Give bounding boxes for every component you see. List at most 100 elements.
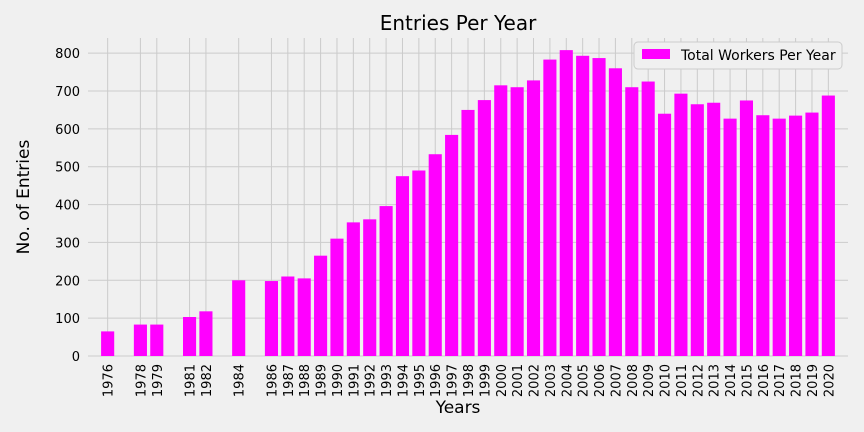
x-tick-label: 1981 [184,364,199,397]
bar [805,112,819,356]
x-tick-label: 1988 [298,364,313,397]
x-tick-label: 1998 [462,364,477,397]
y-tick-label: 300 [55,236,80,251]
x-tick-label: 1979 [151,364,166,397]
bar [395,176,410,356]
bars [101,50,835,357]
bar [379,206,393,356]
bar [576,55,590,357]
x-tick-label: 2001 [511,364,526,397]
bar [477,100,491,356]
x-tick-label: 2007 [609,364,624,397]
bar [183,317,197,356]
bar [363,219,377,356]
bar [150,324,164,356]
x-tick-label: 1984 [233,364,248,397]
bar [412,170,426,356]
x-tick-labels: 1976 1978 1979 1981 1982 1984 1986 1987 1988 1989… [102,364,838,397]
x-tick-label: 1999 [478,364,493,397]
x-tick-label: 1997 [446,364,461,397]
x-tick-label: 2002 [528,364,543,397]
chart-title: Entries Per Year [380,11,537,35]
bar [199,311,213,356]
bar [494,85,508,357]
bar [789,115,803,356]
bar [543,59,557,356]
bar [461,109,475,356]
y-tick-label: 800 [55,47,80,62]
bar [101,331,115,356]
x-tick-label: 1994 [396,364,411,397]
x-axis-label: Years [435,398,481,418]
bar [297,278,311,356]
x-tick-label: 2000 [495,364,510,397]
bar [264,281,278,356]
x-tick-label: 2012 [691,364,706,397]
y-tick-label: 0 [72,350,80,365]
x-tick-label: 2015 [740,364,755,397]
x-tick-label: 1986 [265,364,280,397]
bar [346,222,360,356]
bar [756,115,770,356]
legend: Total Workers Per Year [633,41,843,70]
x-tick-label: 2010 [659,364,674,397]
bar [592,58,606,357]
x-tick-label: 2017 [773,364,788,397]
bar [428,154,442,356]
x-tick-label: 2005 [577,364,592,397]
x-tick-label: 1982 [200,364,215,397]
x-tick-label: 1993 [380,364,395,397]
bar [314,255,328,356]
bar [559,50,573,356]
x-tick-label: 1987 [282,364,297,397]
legend-swatch [642,49,670,59]
bar [133,324,147,356]
x-tick-label: 2019 [806,364,821,397]
x-tick-label: 1976 [102,364,117,397]
bar [707,102,721,356]
x-tick-label: 2009 [642,364,657,397]
x-tick-label: 2008 [626,364,641,397]
bar [330,238,344,356]
bar [608,68,622,357]
x-tick-label: 1995 [413,364,428,397]
y-tick-label: 500 [55,161,80,176]
y-tick-labels: 0 100 200 300 400 500 600 700 800 [55,47,80,365]
bar [445,134,459,356]
x-tick-label: 2011 [675,364,690,397]
legend-box [633,41,843,70]
y-tick-label: 400 [55,199,80,214]
bar [625,87,639,356]
x-tick-label: 2014 [724,364,739,397]
y-axis-label: No. of Entries [14,140,34,255]
y-tick-label: 200 [55,274,80,289]
bar [674,93,688,357]
bar [658,113,672,356]
x-tick-label: 2004 [560,364,575,397]
x-tick-label: 1992 [364,364,379,397]
bar [641,81,655,357]
legend-label: Total Workers Per Year [680,48,836,64]
x-tick-label: 2020 [822,364,837,397]
x-tick-label: 1990 [331,364,346,397]
x-tick-label: 1991 [347,364,362,397]
bar [739,100,753,356]
bar [821,95,835,357]
y-tick-label: 700 [55,85,80,100]
x-tick-label: 1978 [134,364,149,397]
y-tick-label: 100 [55,312,80,327]
x-tick-label: 2016 [757,364,772,397]
bar [723,118,737,356]
bar [526,80,541,357]
x-tick-label: 2006 [593,364,608,397]
x-tick-label: 1996 [429,364,444,397]
bar [232,280,246,356]
x-tick-label: 1989 [315,364,330,397]
bar [772,118,786,356]
x-tick-label: 2013 [708,364,723,397]
bar [690,104,704,356]
y-tick-label: 600 [55,123,80,138]
x-tick-label: 2018 [790,364,805,397]
x-tick-label: 2003 [544,364,559,397]
